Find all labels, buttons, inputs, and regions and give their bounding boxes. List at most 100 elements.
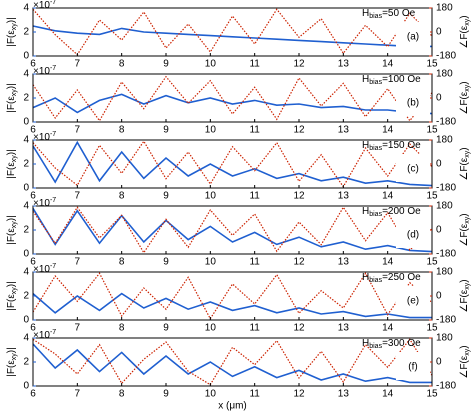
y-tick-label: 0 [23,381,29,392]
x-tick-label: 14 [382,257,394,268]
multiplier-base: ×10 [33,330,50,341]
annotation-sub: bias [369,13,382,20]
y-tick-label: 0 [23,183,29,194]
y-axis-label: |F(εxy)| [6,215,18,244]
y-tick-label: 2 [23,159,29,170]
x-axis-label: x (μm) [218,401,247,412]
annotation-sub: bias [369,211,382,218]
phase-line [32,338,433,386]
x-tick-label: 8 [119,59,125,70]
plot-area [33,272,432,320]
y2-tick-label: 180 [436,267,453,278]
label-part: ) [459,213,470,216]
x-tick-label: 7 [75,257,81,268]
x-tick-label: 7 [75,389,81,400]
label-sub: xy [11,155,18,163]
multiplier-base: ×10 [33,132,50,143]
label-part: |F(ε [6,96,17,113]
y-tick-label: 0 [23,51,29,62]
label-part: )| [6,149,17,155]
plot-area [33,74,432,122]
phase-line [32,272,433,320]
field-annotation: Hbias=200 Oe [362,206,421,218]
annotation-sub: bias [369,277,382,284]
y2-tick-label: 0 [436,27,442,38]
label-part: ∠F(ε [459,289,470,312]
x-tick-label: 13 [338,323,350,334]
y2-tick-label: -180 [436,381,456,392]
y2-tick-label: 180 [436,333,453,344]
x-tick-label: 14 [382,125,394,136]
y2-axis-label: ∠F(εxy) [459,213,471,246]
panel-label-bg [396,154,430,182]
multiplier: ×10-7 [33,65,56,77]
x-tick-label: 9 [163,389,169,400]
x-tick-label: 10 [205,191,217,202]
y-tick-label: 4 [23,135,29,146]
phase-line [32,206,433,254]
multiplier: ×10-7 [33,329,56,341]
annotation-sub: bias [369,343,382,350]
x-tick-label: 9 [163,257,169,268]
field-annotation: Hbias=150 Oe [362,140,421,152]
y-tick-label: 2 [23,225,29,236]
label-part: ∠F(ε [459,91,470,114]
y2-tick-label: -180 [436,117,456,128]
label-part: )| [6,215,17,221]
y-tick-label: 0 [23,117,29,128]
annotation-text: =250 Oe [382,272,421,283]
y-tick-label: 2 [23,291,29,302]
y2-axis-label: ∠F(εxy) [459,279,471,312]
multiplier-exp: -7 [50,0,56,6]
multiplier-base: ×10 [33,264,50,275]
annotation-symbol: H [362,338,369,349]
field-annotation: Hbias=250 Oe [362,272,421,284]
magnitude-line [32,292,432,319]
x-tick-label: 12 [293,59,305,70]
multiplier-exp: -7 [50,329,56,336]
x-tick-label: 10 [205,59,217,70]
x-tick-label: 11 [249,125,260,136]
annotation-text: =150 Oe [382,140,421,151]
y2-tick-label: 180 [436,3,453,14]
x-tick-label: 13 [338,257,350,268]
y-tick-label: 4 [23,267,29,278]
label-part: ) [459,81,470,84]
x-tick-label: 8 [119,191,125,202]
y2-axis-label: ∠F(εxy) [459,81,471,114]
label-part: |F(ε [6,294,17,311]
x-tick-label: 9 [163,323,169,334]
label-sub: xy [11,89,18,97]
x-tick-label: 6 [30,389,36,400]
x-tick-label: 6 [30,59,36,70]
label-sub: xy [464,150,471,158]
x-tick-label: 10 [205,389,217,400]
multiplier-exp: -7 [50,65,56,72]
phase-line [32,140,433,188]
x-tick-label: 11 [249,323,260,334]
y-tick-label: 2 [23,27,29,38]
y2-tick-label: 0 [436,225,442,236]
x-tick-label: 11 [249,191,260,202]
panel-label: (f) [408,362,417,373]
y-tick-label: 4 [23,201,29,212]
x-tick-label: 9 [163,191,169,202]
x-tick-label: 13 [338,389,350,400]
x-tick-label: 15 [426,191,438,202]
y-axis-label: |F(εxy)| [6,17,18,46]
y2-tick-label: -180 [436,315,456,326]
magnitude-line [32,343,432,384]
annotation-symbol: H [362,140,369,151]
panel-label: (b) [407,98,419,109]
label-part: ∠F(ε [459,157,470,180]
annotation-text: =100 Oe [382,74,421,85]
x-tick-label: 8 [119,323,125,334]
y2-axis-label: ∠F(εxy) [459,15,471,48]
panel-label: (e) [407,296,419,307]
x-tick-label: 12 [293,323,305,334]
x-tick-label: 15 [426,389,438,400]
panel-label: (c) [407,164,419,175]
y2-tick-label: 180 [436,135,453,146]
label-part: |F(ε [6,30,17,47]
